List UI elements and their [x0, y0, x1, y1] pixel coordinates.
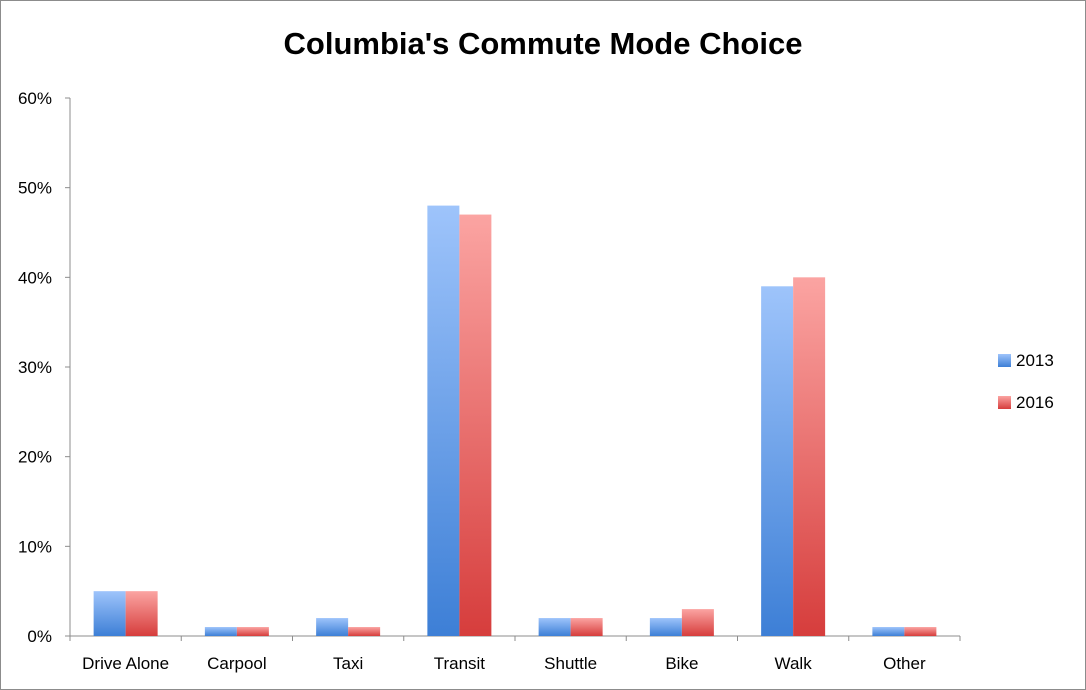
bar-2013-walk — [761, 286, 794, 636]
bar-2013-drive-alone — [93, 591, 126, 636]
y-tick-label: 50% — [18, 179, 52, 198]
legend-swatch-2016 — [998, 396, 1011, 409]
chart-title: Columbia's Commute Mode Choice — [283, 26, 803, 61]
bar-2013-other — [872, 627, 905, 636]
bar-2016-shuttle — [570, 618, 603, 636]
bar-2016-transit — [459, 214, 492, 637]
x-tick-label: Bike — [665, 654, 698, 673]
x-tick-label: Taxi — [333, 654, 363, 673]
x-tick-label: Shuttle — [544, 654, 597, 673]
y-tick-label: 40% — [18, 268, 52, 287]
bar-2016-bike — [681, 609, 714, 636]
bar-2016-taxi — [348, 627, 381, 636]
y-tick-label: 20% — [18, 448, 52, 467]
y-tick-label: 0% — [27, 627, 52, 646]
x-tick-label: Carpool — [207, 654, 267, 673]
y-tick-label: 60% — [18, 89, 52, 108]
legend-swatch-2013 — [998, 354, 1011, 367]
bar-2016-drive-alone — [125, 591, 158, 636]
x-tick-label: Drive Alone — [82, 654, 169, 673]
bar-2013-transit — [427, 205, 460, 636]
y-tick-label: 30% — [18, 358, 52, 377]
bar-2016-other — [904, 627, 937, 636]
x-tick-label: Other — [883, 654, 926, 673]
legend-label-2016: 2016 — [1016, 393, 1054, 412]
bar-2013-shuttle — [538, 618, 571, 636]
x-tick-label: Walk — [775, 654, 813, 673]
bar-2013-carpool — [204, 627, 237, 636]
y-tick-label: 10% — [18, 537, 52, 556]
legend-label-2013: 2013 — [1016, 351, 1054, 370]
bar-2016-walk — [793, 277, 826, 636]
bar-2013-taxi — [316, 618, 349, 636]
bar-2013-bike — [649, 618, 682, 636]
x-tick-label: Transit — [434, 654, 486, 673]
bar-2016-carpool — [236, 627, 269, 636]
